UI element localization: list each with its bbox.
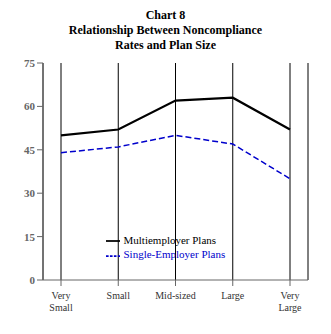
svg-text:Mid-sized: Mid-sized xyxy=(155,290,196,301)
html-text:Relationship Between Noncompli: Relationship Between Noncompliance xyxy=(68,23,263,37)
svg-text:30: 30 xyxy=(24,187,36,199)
svg-text:45: 45 xyxy=(24,144,36,156)
svg-text:0: 0 xyxy=(30,274,36,286)
html-text:Multiemployer Plans: Multiemployer Plans xyxy=(123,234,217,246)
svg-text:75: 75 xyxy=(24,57,36,69)
html-text:Rates and Plan Size: Rates and Plan Size xyxy=(115,38,216,52)
svg-text:VeryLarge: VeryLarge xyxy=(278,290,302,313)
svg-text:Large: Large xyxy=(221,290,245,301)
svg-text:VerySmall: VerySmall xyxy=(49,290,73,313)
html-text:Single-Employer Plans: Single-Employer Plans xyxy=(123,248,226,261)
svg-text:Small: Small xyxy=(107,290,131,301)
svg-text:60: 60 xyxy=(24,100,36,112)
svg-text:15: 15 xyxy=(24,231,36,243)
html-text:Chart 8: Chart 8 xyxy=(145,8,186,22)
